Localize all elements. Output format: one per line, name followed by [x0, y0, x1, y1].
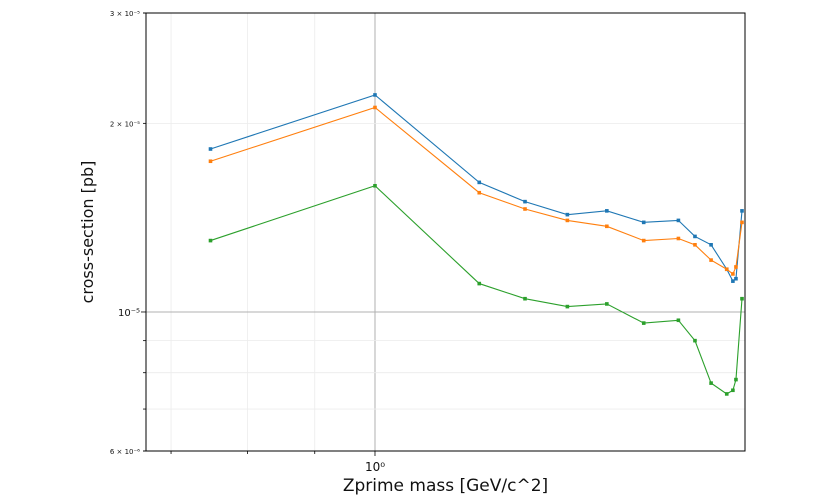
data-point — [693, 338, 697, 343]
data-point — [523, 199, 527, 204]
data-point — [477, 281, 482, 286]
data-point — [693, 242, 697, 247]
data-point — [605, 224, 609, 229]
plot-frame — [145, 12, 746, 452]
data-point — [731, 272, 735, 276]
y-tick-label: 2 × 10⁻⁵ — [110, 120, 140, 128]
data-point — [565, 218, 570, 223]
data-point — [709, 381, 713, 385]
data-point — [523, 207, 527, 211]
data-point — [724, 267, 729, 272]
data-point — [565, 212, 570, 217]
data-point — [565, 304, 570, 309]
y-tick-label: 3 × 10⁻⁵ — [110, 10, 140, 18]
data-point — [740, 220, 744, 225]
data-point — [208, 159, 213, 164]
data-point — [477, 190, 482, 195]
data-point — [724, 392, 729, 396]
series-line — [210, 106, 743, 275]
series-3 — [208, 183, 744, 396]
data-point — [676, 236, 681, 241]
y-axis-label: cross-section [pb] — [78, 161, 97, 304]
x-tick-label: 10⁰ — [365, 460, 385, 474]
data-point — [676, 318, 681, 323]
data-point — [709, 242, 713, 247]
data-point — [373, 105, 377, 110]
data-point — [734, 377, 738, 382]
data-point — [208, 147, 213, 151]
data-point — [477, 180, 482, 185]
series-line — [210, 185, 743, 395]
data-point — [740, 209, 744, 213]
y-tick-label: 10⁻⁵ — [118, 308, 140, 319]
data-point — [693, 234, 697, 239]
series-layer — [208, 93, 744, 396]
data-point — [641, 220, 646, 225]
y-tick-label: 6 × 10⁻⁶ — [110, 448, 140, 456]
data-point — [734, 276, 738, 281]
data-point — [373, 93, 377, 97]
data-point — [740, 296, 744, 301]
data-point — [373, 183, 377, 188]
data-point — [641, 238, 646, 243]
series-line — [210, 94, 743, 282]
data-point — [676, 218, 681, 223]
series-1 — [208, 93, 744, 283]
data-point — [605, 209, 609, 213]
data-point — [734, 265, 738, 269]
tick-layer: 10⁰ 10⁻⁵ 6 × 10⁻⁶ 2 × 10⁻⁵ 3 × 10⁻⁵ — [110, 10, 385, 474]
x-axis-label: Zprime mass [GeV/c^2] — [343, 476, 548, 496]
data-point — [731, 388, 735, 393]
data-point — [709, 258, 713, 262]
data-point — [523, 296, 527, 301]
data-point — [731, 279, 735, 283]
series-2 — [208, 105, 744, 276]
data-point — [605, 302, 609, 306]
data-point — [641, 321, 646, 325]
data-point — [208, 238, 213, 243]
